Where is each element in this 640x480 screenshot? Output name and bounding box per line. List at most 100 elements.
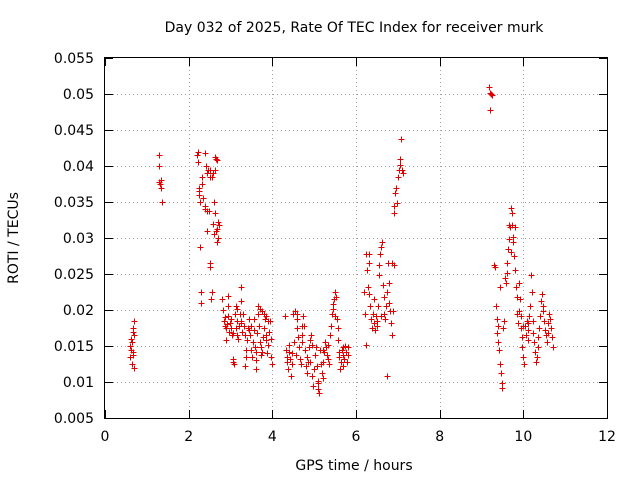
data-point-marker [388, 320, 395, 327]
data-point-marker [224, 321, 231, 328]
x-tick-label: 2 [184, 429, 193, 445]
data-point-marker [486, 84, 493, 91]
data-point-marker [325, 356, 332, 363]
data-point-marker [525, 327, 532, 334]
data-point-marker [203, 163, 210, 170]
data-point-marker [519, 334, 526, 341]
data-point-marker [512, 224, 519, 231]
data-point-marker [368, 316, 375, 323]
data-point-marker [538, 298, 545, 305]
data-point-marker [265, 342, 272, 349]
data-point-marker [319, 370, 326, 377]
y-tick-label: 0.03 [63, 231, 94, 247]
x-tick-label: 4 [268, 429, 277, 445]
data-point-marker [221, 318, 228, 325]
data-point-marker [378, 313, 385, 320]
data-point-marker [335, 337, 342, 344]
data-point-marker [289, 361, 296, 368]
data-point-marker [533, 359, 540, 366]
x-tick-label: 10 [514, 429, 532, 445]
data-point-marker [322, 339, 329, 346]
data-point-marker [496, 347, 503, 354]
data-point-marker [196, 192, 203, 199]
data-point-marker [238, 298, 245, 305]
data-point-marker [307, 337, 314, 344]
data-point-marker [371, 296, 378, 303]
data-point-marker [304, 370, 311, 377]
data-point-marker [376, 262, 383, 269]
plot-frame [104, 57, 608, 419]
data-point-marker [366, 260, 373, 267]
data-point-marker [508, 249, 515, 256]
data-point-marker [516, 280, 523, 287]
data-point-marker [389, 332, 396, 339]
data-point-marker [338, 359, 345, 366]
data-point-marker [505, 246, 512, 253]
data-point-marker [248, 323, 255, 330]
x-axis-label: GPS time / hours [295, 458, 412, 474]
data-point-marker [530, 330, 537, 337]
data-point-marker [399, 167, 406, 174]
data-point-marker [257, 339, 264, 346]
x-tick-label: 8 [435, 429, 444, 445]
x-tick-label: 0 [101, 429, 110, 445]
data-point-marker [392, 190, 399, 197]
data-point-marker [506, 222, 513, 229]
data-point-marker [223, 337, 230, 344]
data-point-marker [158, 185, 165, 192]
data-point-marker [333, 294, 340, 301]
data-point-marker [510, 239, 517, 246]
data-point-marker [253, 349, 260, 356]
chart-title: Day 032 of 2025, Rate Of TEC Index for r… [165, 20, 545, 36]
data-point-marker [294, 311, 301, 318]
data-point-marker [503, 280, 510, 287]
data-point-marker [244, 337, 251, 344]
data-point-marker [195, 149, 202, 156]
data-point-marker [287, 356, 294, 363]
data-point-marker [226, 329, 233, 336]
data-point-marker [344, 359, 351, 366]
data-point-marker [261, 311, 268, 318]
data-point-marker [314, 363, 321, 370]
data-point-marker [497, 361, 504, 368]
data-point-marker [384, 373, 391, 380]
data-point-marker [525, 320, 532, 327]
data-point-marker [199, 174, 206, 181]
data-point-marker [204, 170, 211, 177]
data-point-marker [231, 361, 238, 368]
data-point-marker [286, 349, 293, 356]
data-point-marker [208, 296, 215, 303]
data-point-marker [511, 253, 518, 260]
data-point-marker [263, 337, 270, 344]
y-axis-label: ROTI / TECUs [6, 192, 22, 284]
data-point-marker [212, 210, 219, 217]
data-point-marker [498, 370, 505, 377]
data-point-marker [501, 318, 508, 325]
data-point-marker [546, 311, 553, 318]
data-point-marker [225, 313, 232, 320]
data-point-marker [300, 313, 307, 320]
data-point-marker [286, 342, 293, 349]
data-point-marker [515, 320, 522, 327]
y-tick-label: 0.035 [54, 195, 94, 211]
data-point-marker [315, 386, 322, 393]
data-point-marker [391, 203, 398, 210]
data-point-marker [525, 337, 532, 344]
data-point-marker [198, 289, 205, 296]
data-point-marker [504, 260, 511, 267]
data-point-marker [266, 329, 273, 336]
data-point-marker [328, 323, 335, 330]
data-point-marker [535, 334, 542, 341]
y-tick-label: 0.01 [63, 375, 94, 391]
data-point-marker [156, 152, 163, 159]
data-point-marker [204, 228, 211, 235]
data-point-marker [520, 354, 527, 361]
data-point-marker [235, 336, 242, 343]
data-point-marker [537, 313, 544, 320]
data-point-marker [225, 303, 232, 310]
data-point-marker [304, 354, 311, 361]
data-point-marker [494, 330, 501, 337]
data-point-marker [307, 359, 314, 366]
data-point-marker [156, 163, 163, 170]
